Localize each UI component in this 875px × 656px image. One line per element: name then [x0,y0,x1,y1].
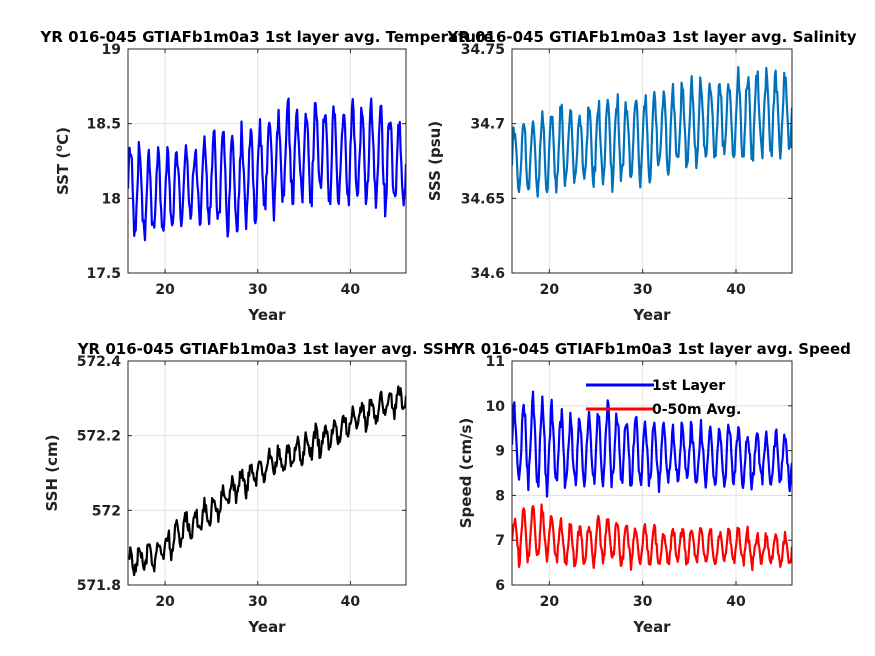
y-tick-label: 34.75 [461,42,505,58]
axes-frame [511,48,793,274]
subplot-2: 20 30 40 34.6 34.65 34.7 34.75 Year SSS (psu) YR … [426,28,857,324]
y-tick-label: 18.5 [86,117,121,133]
y-tick-label: 9 [495,444,505,460]
y-tick-label: 572 [92,503,121,519]
subplot-3: 20 30 40 571.8 572 572.2 572.4 Year SSH (cm) YR 0… [43,340,456,636]
x-tick-label: 30 [633,594,653,610]
subplot-1: 20 30 40 17.5 18 18.5 19 Year SST (oC) YR 016-045… [39,28,493,324]
y-tick-label: 10 [486,399,506,415]
y-tick-label: 572.2 [77,429,121,445]
x-tick-label: 40 [341,594,361,610]
x-axis-label: Year [632,618,671,636]
x-tick-label: 30 [248,594,268,610]
x-tick-label: 30 [633,282,653,298]
chart-title: YR 016-045 GTIAFb1m0a3 1st layer avg. Sp… [452,340,851,358]
x-axis-label: Year [247,306,286,324]
y-tick-label: 19 [102,42,121,58]
y-tick-label: 8 [495,488,505,504]
x-axis-label: Year [632,306,671,324]
y-tick-label: 11 [486,354,505,370]
y-tick-label: 34.7 [470,117,505,133]
x-tick-label: 20 [540,282,560,298]
legend-label-1: 1st Layer [652,378,725,394]
subplot-4: 20 30 40 6 7 8 9 10 11 Year Speed (cm/s) YR 016-045… [452,340,851,636]
y-tick-label: 6 [495,578,505,594]
y-tick-label: 572.4 [77,354,122,370]
x-tick-label: 40 [726,282,746,298]
y-tick-label: 7 [495,533,505,549]
axes-frame [127,48,407,274]
legend: 1st Layer 0-50m Avg. [586,378,741,418]
x-tick-label: 20 [155,594,175,610]
y-tick-label: 17.5 [86,266,121,282]
axes-frame [127,360,407,586]
series-line-1 [128,97,406,242]
y-tick-label: 18 [102,191,121,207]
y-tick-label: 571.8 [77,578,121,594]
series-line-1 [128,385,406,577]
y-tick-label: 34.65 [461,191,505,207]
x-tick-label: 30 [248,282,268,298]
x-tick-label: 20 [540,594,560,610]
y-axis-label: SSH (cm) [43,435,61,512]
x-tick-label: 20 [155,282,175,298]
chart-title: YR 016-045 GTIAFb1m0a3 1st layer avg. Te… [39,28,493,46]
legend-label-2: 0-50m Avg. [652,402,741,418]
y-axis-label: Speed (cm/s) [457,418,475,529]
chart-title: YR 016-045 GTIAFb1m0a3 1st layer avg. Sa… [446,28,856,46]
x-tick-label: 40 [726,594,746,610]
series-line-1 [512,65,792,198]
series-line-2 [512,503,792,572]
x-axis-label: Year [247,618,286,636]
plot-area [128,361,406,585]
series-line-1 [512,390,792,498]
axes-frame [511,360,793,586]
y-tick-label: 34.6 [470,266,505,282]
chart-title: YR 016-045 GTIAFb1m0a3 1st layer avg. SS… [77,340,457,358]
x-tick-label: 40 [341,282,361,298]
y-axis-label: SSS (psu) [426,121,444,201]
y-axis-label: SST (oC) [54,127,72,195]
